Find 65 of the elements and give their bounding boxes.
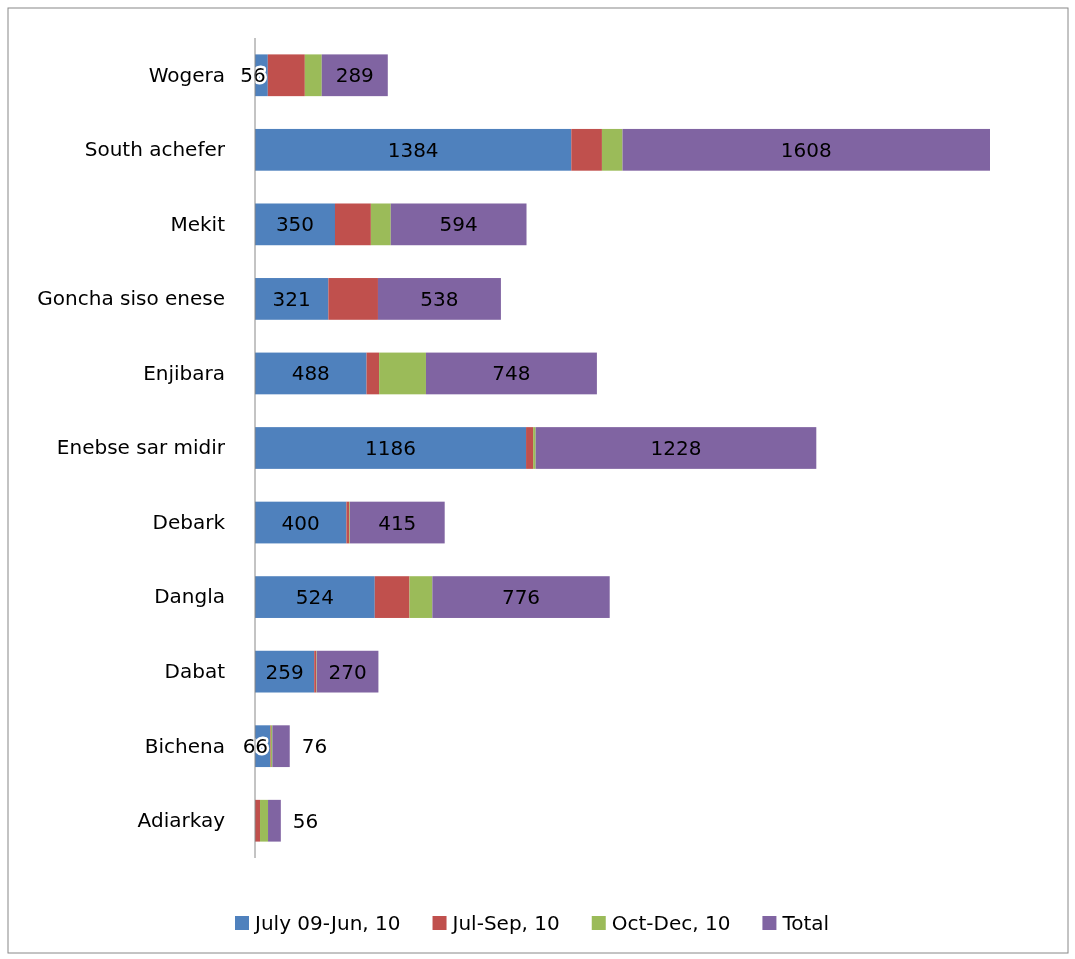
data-label: 76 xyxy=(301,734,328,759)
bar xyxy=(272,725,290,768)
bar xyxy=(316,650,379,693)
bar xyxy=(334,203,371,246)
data-label: 400 xyxy=(281,510,320,535)
data-label: 748 xyxy=(492,361,531,386)
bar xyxy=(349,501,445,544)
data-label: 289 xyxy=(335,63,374,88)
bar xyxy=(622,128,990,171)
bar xyxy=(260,799,269,842)
bar xyxy=(533,427,536,469)
y-tick-label: Dangla xyxy=(154,584,225,609)
bar xyxy=(390,203,527,246)
data-label: 270 xyxy=(328,659,367,684)
data-label: 1608 xyxy=(780,137,832,162)
data-label: 1384 xyxy=(387,137,439,162)
data-label: 1228 xyxy=(650,436,702,460)
bar xyxy=(255,278,329,320)
legend-label: July 09-Jun, 10 xyxy=(253,911,401,935)
bar xyxy=(571,128,602,171)
y-tick-label: Goncha siso enese xyxy=(37,286,225,311)
data-label: 415 xyxy=(378,510,417,535)
data-label: 538 xyxy=(420,286,459,311)
y-tick-label: Wogera xyxy=(148,62,225,87)
bar xyxy=(432,576,610,618)
y-tick-label: Debark xyxy=(152,509,226,534)
bar xyxy=(267,54,305,97)
legend-label: Total xyxy=(781,911,830,935)
bar xyxy=(304,54,322,97)
y-tick-label: South achefer xyxy=(84,137,226,162)
data-label: 56 xyxy=(292,808,319,833)
y-tick-label: Adiarkay xyxy=(137,808,226,833)
data-label: 776 xyxy=(501,585,541,610)
bar xyxy=(268,799,281,842)
legend-label: Oct-Dec, 10 xyxy=(611,911,731,935)
bar xyxy=(601,128,623,171)
bar xyxy=(321,54,388,97)
data-label: 259 xyxy=(265,659,304,684)
bar xyxy=(535,427,817,469)
bar xyxy=(370,203,391,246)
data-label: 488 xyxy=(291,361,330,386)
bar xyxy=(255,352,367,395)
legend-label: Jul-Sep, 10 xyxy=(450,911,560,935)
bar xyxy=(255,427,527,469)
data-label: 350 xyxy=(275,212,315,237)
y-tick-label: Dabat xyxy=(164,659,226,684)
data-label: 524 xyxy=(295,585,334,610)
bar xyxy=(526,427,534,469)
data-label: 594 xyxy=(439,212,478,237)
bar xyxy=(374,576,410,618)
bar xyxy=(328,278,378,320)
bar xyxy=(409,576,433,618)
data-label: 321 xyxy=(272,286,311,311)
bar xyxy=(366,352,380,395)
y-tick-label: Enebse sar midir xyxy=(56,435,226,460)
bar xyxy=(379,352,426,395)
y-tick-label: Enjibara xyxy=(143,360,225,385)
bar xyxy=(377,278,501,320)
data-label: 1186 xyxy=(365,436,416,460)
y-tick-label: Bichena xyxy=(144,733,225,758)
bar xyxy=(425,352,597,395)
bar xyxy=(255,128,572,171)
y-tick-label: Mekit xyxy=(170,211,226,236)
bar xyxy=(255,576,375,618)
bar xyxy=(255,203,335,246)
